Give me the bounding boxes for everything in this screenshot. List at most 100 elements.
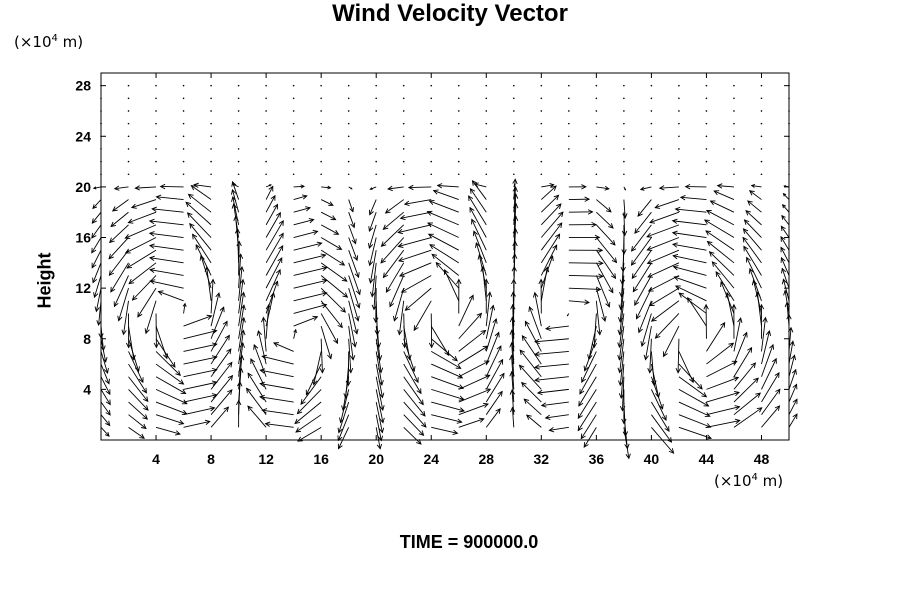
vector-arrow bbox=[100, 427, 110, 437]
vector-arrow-head bbox=[380, 241, 387, 247]
vector-arrow bbox=[636, 287, 652, 319]
x-tick-label: 4 bbox=[152, 451, 160, 467]
vector-arrow bbox=[431, 388, 464, 400]
vector-dot bbox=[540, 97, 543, 100]
vector-dot bbox=[155, 84, 157, 87]
vector-arrow-head bbox=[337, 443, 343, 450]
vector-dot bbox=[678, 173, 680, 176]
vector-arrow bbox=[152, 208, 184, 213]
vector-arrow bbox=[100, 414, 111, 426]
vector-arrow-head bbox=[647, 367, 653, 374]
vector-arrow bbox=[206, 267, 212, 301]
vector-dot bbox=[100, 97, 102, 100]
vector-arrow-head bbox=[312, 315, 319, 321]
vector-arrow bbox=[155, 401, 187, 415]
vector-dot bbox=[210, 110, 212, 112]
vector-arrow-head bbox=[604, 185, 610, 191]
vector-arrow bbox=[788, 398, 798, 415]
vector-dot bbox=[347, 97, 350, 100]
vector-arrow bbox=[320, 262, 348, 282]
vector-arrow-head bbox=[468, 195, 474, 202]
vector-arrow-head bbox=[674, 206, 681, 213]
vector-arrow-head bbox=[389, 301, 395, 308]
vector-dot bbox=[182, 122, 185, 125]
vector-arrow bbox=[383, 249, 405, 278]
vector-arrow bbox=[645, 326, 652, 360]
vector-arrow bbox=[534, 363, 569, 368]
vector-arrow-head bbox=[91, 232, 97, 239]
vector-arrow bbox=[788, 369, 797, 390]
vector-dot bbox=[788, 135, 790, 138]
vector-arrow-head bbox=[231, 202, 237, 209]
vector-arrow-head bbox=[130, 203, 137, 209]
vector-arrow-head bbox=[375, 342, 382, 349]
vector-arrow-head bbox=[155, 194, 162, 200]
vector-dot bbox=[513, 122, 515, 125]
vector-arrow-head bbox=[703, 401, 710, 407]
vector-arrow bbox=[348, 224, 357, 244]
vector-arrow bbox=[403, 351, 419, 383]
vector-dot bbox=[100, 135, 102, 138]
vector-dot bbox=[100, 173, 102, 176]
vector-arrow-head bbox=[102, 356, 108, 363]
vector-arrow bbox=[403, 427, 422, 445]
vector-arrow bbox=[751, 185, 762, 188]
vector-arrow bbox=[786, 302, 790, 327]
vector-arrow-head bbox=[543, 266, 550, 273]
vector-arrow-head bbox=[436, 183, 443, 189]
vector-arrow bbox=[348, 262, 361, 295]
vector-arrow-head bbox=[378, 380, 384, 386]
vector-arrow bbox=[100, 401, 111, 416]
vector-arrow-head bbox=[351, 238, 357, 245]
vector-arrow-head bbox=[775, 388, 781, 395]
vector-arrow-head bbox=[619, 279, 626, 286]
vector-arrow bbox=[458, 418, 484, 428]
vector-arrow bbox=[400, 211, 432, 219]
vector-arrow bbox=[678, 426, 712, 439]
vector-arrow-head bbox=[149, 267, 155, 274]
vector-arrow bbox=[429, 244, 459, 264]
vector-arrow-head bbox=[382, 224, 389, 230]
vector-arrow bbox=[293, 185, 305, 188]
vector-arrow-head bbox=[455, 363, 462, 369]
vector-arrow bbox=[368, 224, 377, 249]
vector-dot bbox=[402, 135, 405, 138]
vector-arrow-head bbox=[544, 325, 551, 331]
vector-dot bbox=[513, 84, 515, 87]
vector-arrow bbox=[265, 220, 284, 251]
vector-arrow-head bbox=[178, 379, 185, 385]
vector-arrow-head bbox=[495, 408, 501, 414]
vector-arrow-head bbox=[403, 200, 410, 207]
vector-arrow-head bbox=[111, 206, 118, 212]
vector-dot bbox=[540, 122, 543, 125]
vector-dot bbox=[375, 148, 378, 150]
vector-arrow-head bbox=[611, 257, 618, 264]
vector-arrow bbox=[385, 199, 404, 214]
vector-arrow bbox=[238, 355, 243, 390]
vector-arrow-head bbox=[91, 247, 97, 254]
vector-arrow-head bbox=[610, 273, 617, 280]
vector-arrow-head bbox=[704, 412, 711, 417]
vector-arrow bbox=[150, 280, 184, 289]
vector-arrow bbox=[541, 195, 559, 213]
vector-arrow-head bbox=[475, 242, 481, 248]
vector-arrow bbox=[403, 363, 422, 394]
vector-arrow bbox=[706, 406, 740, 416]
vector-arrow bbox=[655, 313, 680, 339]
vector-arrow-head bbox=[259, 394, 265, 401]
vector-arrow-head bbox=[790, 354, 797, 361]
vector-arrow bbox=[706, 420, 740, 428]
vector-arrow-head bbox=[706, 434, 713, 440]
x-tick-label: 28 bbox=[478, 451, 494, 467]
vector-arrow bbox=[112, 199, 129, 212]
vector-arrow-head bbox=[113, 301, 119, 308]
vector-arrow-head bbox=[93, 292, 99, 299]
vector-dot bbox=[540, 173, 543, 176]
y-tick-label: 28 bbox=[75, 78, 91, 94]
vector-arrow bbox=[649, 211, 680, 223]
vector-arrow-head bbox=[367, 243, 374, 249]
vector-dot bbox=[100, 160, 102, 163]
vector-arrow-head bbox=[117, 315, 123, 322]
vector-dot bbox=[182, 148, 185, 150]
vector-arrow-head bbox=[584, 196, 591, 202]
